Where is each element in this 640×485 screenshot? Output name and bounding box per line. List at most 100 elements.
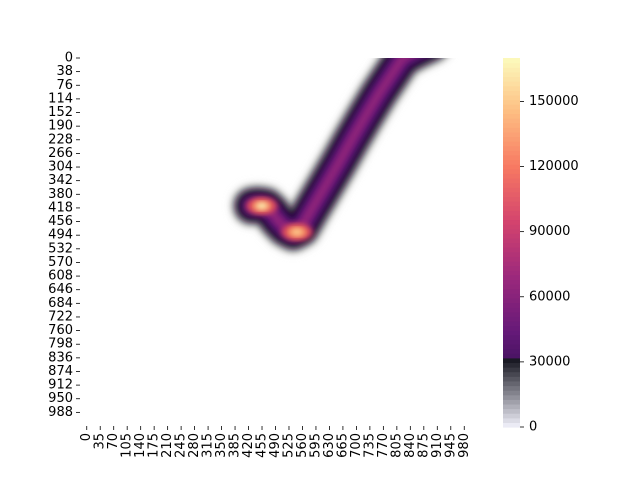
x-tick-label: 350 xyxy=(214,433,229,458)
colorbar-segment xyxy=(503,122,520,128)
x-tick-label: 35 xyxy=(93,433,108,450)
colorbar-segment xyxy=(503,131,520,138)
y-tick-label: 38 xyxy=(56,64,73,79)
colorbar-segment xyxy=(503,200,520,207)
colorbar-segment xyxy=(503,214,520,221)
x-tick-label: 140 xyxy=(133,433,148,458)
colorbar-segment xyxy=(503,94,520,101)
x-tick-label: 315 xyxy=(201,433,216,458)
colorbar-segment xyxy=(503,385,520,391)
colorbar-segment xyxy=(503,187,520,193)
colorbar-segment xyxy=(503,177,520,184)
y-tick-label: 646 xyxy=(48,282,73,297)
colorbar-segment xyxy=(503,265,520,271)
colorbar-segment xyxy=(503,58,520,64)
colorbar-segment xyxy=(503,334,520,340)
colorbar-segment xyxy=(503,141,520,147)
colorbar-segment xyxy=(503,348,520,354)
colorbar-tick-label: 60000 xyxy=(529,289,570,304)
colorbar-segment xyxy=(503,274,520,280)
colorbar-segment xyxy=(503,293,520,299)
x-tick-label: 560 xyxy=(295,433,310,458)
x-tick-label: 735 xyxy=(362,433,377,458)
y-tick-label: 760 xyxy=(48,323,73,338)
x-tick-label: 525 xyxy=(281,433,296,458)
colorbar-segment xyxy=(503,417,520,423)
colorbar-segment xyxy=(503,279,520,285)
x-axis: 0357010514017521024528031535038542045549… xyxy=(79,426,472,458)
x-tick-label: 210 xyxy=(160,433,175,458)
y-tick-label: 494 xyxy=(48,228,73,243)
colorbar-segment xyxy=(503,127,520,133)
y-tick-label: 418 xyxy=(48,200,73,215)
colorbar-tick-label: 0 xyxy=(529,420,537,435)
colorbar-segment xyxy=(503,422,520,428)
colorbar-segment xyxy=(503,403,520,410)
colorbar-segment xyxy=(503,219,520,225)
x-tick-label: 665 xyxy=(335,433,350,458)
colorbar-tick-label: 90000 xyxy=(529,224,570,239)
x-tick-label: 840 xyxy=(403,433,418,458)
colorbar-segment xyxy=(503,99,520,105)
x-tick-label: 420 xyxy=(241,433,256,458)
colorbar-segment xyxy=(503,150,520,156)
colorbar-segment xyxy=(503,233,520,239)
colorbar-segment xyxy=(503,76,520,82)
colorbar-segment xyxy=(503,316,520,322)
colorbar-segment xyxy=(503,136,520,142)
colorbar-segment xyxy=(503,224,520,230)
colorbar-segment xyxy=(503,237,520,244)
colorbar-segment xyxy=(503,325,520,331)
colorbar-segment xyxy=(503,62,520,68)
density-peak-1 xyxy=(245,196,278,215)
colorbar-segment xyxy=(503,228,520,234)
colorbar-segment xyxy=(503,205,520,211)
colorbar-segment xyxy=(503,90,520,96)
y-tick-label: 950 xyxy=(48,391,73,406)
colorbar-segment xyxy=(503,71,520,78)
x-tick-label: 770 xyxy=(376,433,391,458)
x-tick-label: 70 xyxy=(106,433,121,450)
colorbar-segment xyxy=(503,270,520,276)
y-tick-label: 456 xyxy=(48,214,73,229)
x-tick-label: 805 xyxy=(389,433,404,458)
y-tick-label: 0 xyxy=(65,51,73,66)
colorbar-segment xyxy=(503,81,520,87)
colorbar-segment xyxy=(503,117,520,124)
colorbar-segment xyxy=(503,394,520,400)
colorbar-segment xyxy=(503,173,520,179)
colorbar-segment xyxy=(503,196,520,202)
x-tick-label: 0 xyxy=(79,433,94,441)
colorbar-segment xyxy=(503,210,520,216)
y-tick-label: 874 xyxy=(48,364,73,379)
colorbar-tick-label: 30000 xyxy=(529,354,570,369)
colorbar-segment xyxy=(503,390,520,396)
x-tick-label: 105 xyxy=(120,433,135,458)
density-mid xyxy=(241,58,427,244)
y-tick-label: 608 xyxy=(48,269,73,284)
colorbar-segment xyxy=(503,154,520,161)
colorbar-segment xyxy=(503,357,520,364)
y-tick-label: 114 xyxy=(48,91,73,106)
y-tick-label: 266 xyxy=(48,146,73,161)
x-tick-label: 630 xyxy=(322,433,337,458)
y-tick-label: 722 xyxy=(48,309,73,324)
colorbar-segment xyxy=(503,251,520,257)
plot-area xyxy=(230,58,449,255)
colorbar-segment xyxy=(503,85,520,91)
y-tick-label: 380 xyxy=(48,187,73,202)
colorbar-segment xyxy=(503,108,520,114)
colorbar-segment xyxy=(503,307,520,313)
colorbar-segment xyxy=(503,297,520,304)
colorbar-tick-label: 120000 xyxy=(529,159,579,174)
y-tick-label: 76 xyxy=(56,78,73,93)
y-axis: 0387611415219022826630434238041845649453… xyxy=(48,51,80,420)
colorbar-segment xyxy=(503,380,520,387)
colorbar-segment xyxy=(503,113,520,119)
y-tick-label: 532 xyxy=(48,241,73,256)
colorbar-segment xyxy=(503,256,520,262)
y-tick-label: 342 xyxy=(48,173,73,188)
colorbar-segment xyxy=(503,330,520,336)
